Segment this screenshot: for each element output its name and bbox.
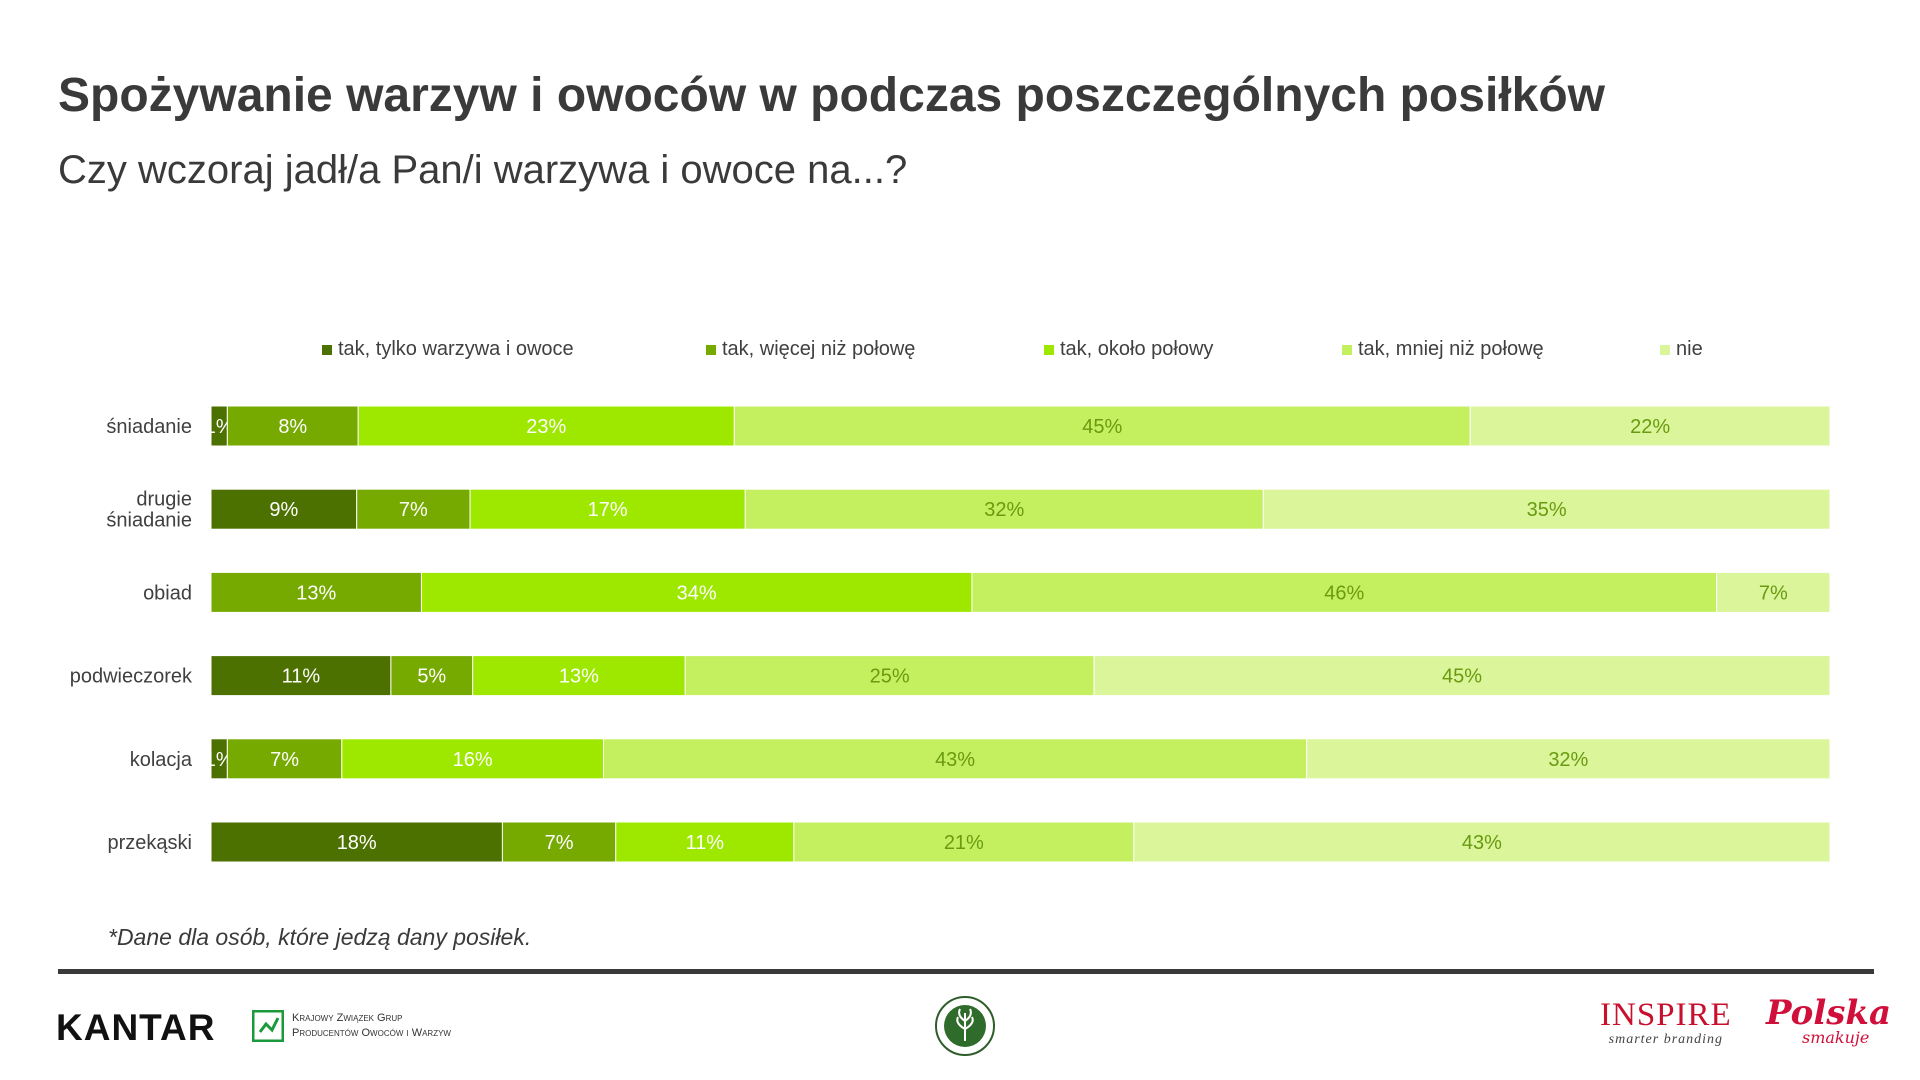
- inspire-logo: INSPIRE smarter branding: [1600, 998, 1732, 1048]
- bar-segment: [1716, 571, 1831, 613]
- kantar-logo: KANTAR: [56, 1007, 216, 1048]
- bar-segment: [971, 571, 1718, 613]
- data-label: 43%: [935, 749, 975, 771]
- bar-segment: [1306, 738, 1831, 780]
- data-label: 1%: [205, 749, 234, 771]
- legend-item: tak, mniej niż połowę: [1342, 338, 1544, 361]
- data-label: 22%: [1630, 416, 1670, 438]
- legend-swatch: [322, 344, 332, 355]
- kzg-line-1: Krajowy Związek Grup: [292, 1012, 403, 1024]
- data-label: 17%: [588, 499, 628, 521]
- bar-segment: [1262, 488, 1831, 530]
- data-label: 46%: [1324, 582, 1364, 604]
- bar-segment: [733, 405, 1471, 447]
- category-label: obiad: [143, 582, 192, 604]
- legend-item: tak, tylko warzywa i owoce: [322, 338, 574, 361]
- category-label: przekąski: [108, 832, 192, 854]
- category-label: drugie śniadanie: [106, 489, 192, 532]
- page-subtitle: Czy wczoraj jadł/a Pan/i warzywa i owoce…: [58, 148, 908, 192]
- footer-divider: [58, 969, 1874, 974]
- legend-item: tak, około połowy: [1044, 338, 1213, 361]
- data-label: 11%: [282, 666, 321, 688]
- legend-label: tak, więcej niż połowę: [722, 338, 916, 360]
- bar-segment: [341, 738, 604, 780]
- bar-segment: [793, 821, 1135, 863]
- data-label: 18%: [337, 832, 377, 854]
- bar-segment: [210, 821, 503, 863]
- bar-segment: [602, 738, 1308, 780]
- bar-segment: [226, 405, 359, 447]
- bar-segment: [615, 821, 795, 863]
- data-label: 7%: [1759, 582, 1788, 604]
- data-label: 8%: [278, 416, 307, 438]
- kzg-logo: Krajowy Związek Grup Producentów Owoców …: [252, 1010, 451, 1042]
- data-label: 1%: [205, 416, 234, 438]
- data-label: 5%: [417, 666, 446, 688]
- chart-legend: tak, tylko warzywa i owoce tak, więcej ni…: [0, 338, 1920, 366]
- inspire-tagline: smarter branding: [1608, 1032, 1724, 1047]
- bar-segment: [210, 571, 422, 613]
- data-label: 7%: [399, 499, 428, 521]
- legend-swatch: [706, 344, 716, 355]
- data-label: 13%: [559, 666, 599, 688]
- polska-sub-wordmark: smakuje: [1802, 1028, 1870, 1047]
- polska-wordmark: Polska: [1766, 993, 1891, 1033]
- legend-label: nie: [1676, 338, 1703, 360]
- category-label: podwieczorek: [70, 666, 193, 688]
- data-label: 45%: [1442, 666, 1482, 688]
- inspire-wordmark: INSPIRE: [1600, 997, 1732, 1033]
- legend-label: tak, tylko warzywa i owoce: [338, 338, 574, 360]
- bar-segment: [210, 655, 392, 697]
- kzg-mark-icon: [252, 1010, 284, 1042]
- data-label: 16%: [453, 749, 493, 771]
- kzg-line-2: Producentów Owoców i Warzyw: [292, 1027, 451, 1039]
- data-label: 32%: [1548, 749, 1588, 771]
- data-label: 35%: [1527, 499, 1567, 521]
- legend-label: tak, mniej niż połowę: [1358, 338, 1544, 360]
- bar-segment: [420, 571, 973, 613]
- bar-segment: [357, 405, 735, 447]
- legend-label: tak, około połowy: [1060, 338, 1214, 360]
- legend-item: tak, więcej niż połowę: [706, 338, 915, 361]
- bar-segment: [1133, 821, 1831, 863]
- bar-segment: [501, 821, 617, 863]
- data-label: 32%: [984, 499, 1024, 521]
- data-label: 21%: [944, 832, 984, 854]
- bar-segment: [469, 488, 746, 530]
- footnote: *Dane dla osób, które jedzą dany posiłek…: [108, 924, 532, 950]
- data-label: 9%: [269, 499, 298, 521]
- bar-segment: [390, 655, 474, 697]
- bar-segment: [210, 488, 358, 530]
- ministry-seal-icon: [935, 996, 995, 1056]
- bar-segment: [744, 488, 1264, 530]
- data-label: 13%: [296, 582, 336, 604]
- bar-segment: [226, 738, 343, 780]
- bar-segment: [1093, 655, 1831, 697]
- data-label: 23%: [526, 416, 566, 438]
- category-label: śniadanie: [106, 416, 192, 438]
- category-label: kolacja: [130, 749, 193, 771]
- legend-swatch: [1044, 344, 1054, 355]
- data-label: 43%: [1462, 832, 1502, 854]
- data-label: 34%: [677, 582, 717, 604]
- legend-swatch: [1660, 344, 1670, 355]
- data-label: 11%: [686, 832, 725, 854]
- legend-item: nie: [1660, 338, 1703, 361]
- polska-smakuje-logo: Polska smakuje: [1766, 996, 1891, 1049]
- bar-segment: [472, 655, 686, 697]
- data-label: 25%: [870, 666, 910, 688]
- data-label: 45%: [1082, 416, 1122, 438]
- data-label: 7%: [545, 832, 574, 854]
- page-title: Spożywanie warzyw i owoców w podczas pos…: [58, 69, 1605, 122]
- legend-swatch: [1342, 344, 1352, 355]
- bar-segment: [1469, 405, 1831, 447]
- data-label: 7%: [270, 749, 299, 771]
